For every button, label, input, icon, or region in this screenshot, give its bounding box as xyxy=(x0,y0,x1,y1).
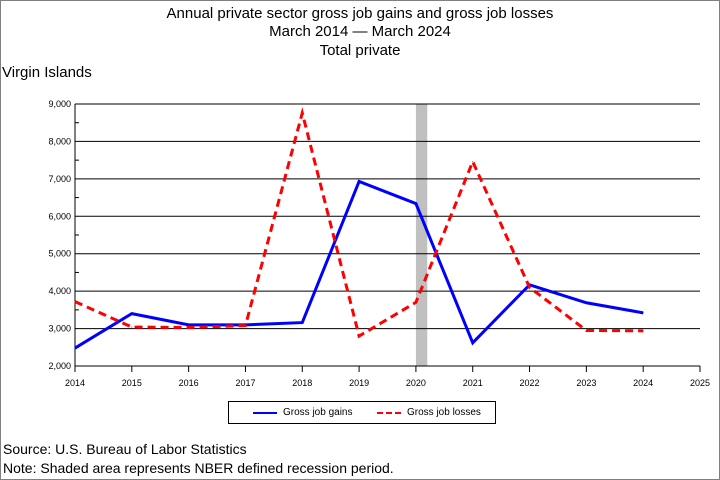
data-point-gains xyxy=(131,313,133,315)
data-point-losses xyxy=(642,330,644,332)
legend-label-gains: Gross job gains xyxy=(283,407,353,418)
data-point-losses xyxy=(529,286,531,288)
y-tick-label: 5,000 xyxy=(48,249,71,259)
legend: Gross job gains Gross job losses xyxy=(228,401,496,424)
x-tick-label: 2020 xyxy=(406,378,426,388)
x-tick-label: 2016 xyxy=(179,378,199,388)
data-point-gains xyxy=(585,302,587,304)
legend-item-gains: Gross job gains xyxy=(253,402,352,423)
legend-swatch-gains xyxy=(253,411,277,414)
data-point-losses xyxy=(188,326,190,328)
x-tick-label: 2015 xyxy=(122,378,142,388)
data-point-losses xyxy=(472,161,474,163)
data-point-gains xyxy=(642,312,644,314)
chart-title: Annual private sector gross job gains an… xyxy=(166,5,554,22)
data-point-losses xyxy=(585,329,587,331)
data-point-losses xyxy=(244,325,246,327)
y-tick-label: 2,000 xyxy=(48,361,71,371)
legend-item-losses: Gross job losses xyxy=(377,402,481,423)
y-tick-label: 6,000 xyxy=(48,211,71,221)
x-tick-label: 2017 xyxy=(235,378,255,388)
data-point-losses xyxy=(301,112,303,114)
region-label: Virgin Islands xyxy=(2,64,92,81)
x-tick-label: 2023 xyxy=(576,378,596,388)
data-point-losses xyxy=(358,335,360,337)
chart-subtitle: March 2014 — March 2024 xyxy=(269,23,451,40)
y-tick-label: 9,000 xyxy=(48,99,71,109)
x-tick-label: 2018 xyxy=(292,378,312,388)
data-point-gains xyxy=(415,203,417,205)
data-point-losses xyxy=(415,301,417,303)
source-note: Source: U.S. Bureau of Labor Statistics xyxy=(3,441,247,457)
recession-shade xyxy=(415,104,428,366)
x-tick-label: 2019 xyxy=(349,378,369,388)
chart-subtitle-2: Total private xyxy=(319,42,401,59)
legend-swatch-losses xyxy=(377,411,401,414)
recession-note: Note: Shaded area represents NBER define… xyxy=(3,460,394,476)
y-tick-label: 8,000 xyxy=(48,136,71,146)
x-tick-label: 2022 xyxy=(520,378,540,388)
x-tick-label: 2021 xyxy=(463,378,483,388)
data-point-gains xyxy=(74,347,76,349)
y-tick-label: 3,000 xyxy=(48,324,71,334)
legend-label-losses: Gross job losses xyxy=(407,407,481,418)
y-tick-label: 4,000 xyxy=(48,286,71,296)
data-point-gains xyxy=(472,342,474,344)
x-tick-label: 2025 xyxy=(690,378,710,388)
series-line-gains xyxy=(74,179,644,350)
line-chart: 2,000 3,000 4,000 5,000 6,000 7,000 8,000 9,000… xyxy=(48,99,710,388)
data-point-gains xyxy=(188,324,190,326)
data-point-losses xyxy=(131,326,133,328)
x-tick-label: 2024 xyxy=(633,378,653,388)
data-point-gains xyxy=(301,322,303,324)
y-tick-label: 7,000 xyxy=(48,174,71,184)
x-tick-label: 2014 xyxy=(65,378,85,388)
data-point-losses xyxy=(74,301,76,303)
data-point-gains xyxy=(358,180,360,182)
series-line-losses xyxy=(74,107,644,339)
